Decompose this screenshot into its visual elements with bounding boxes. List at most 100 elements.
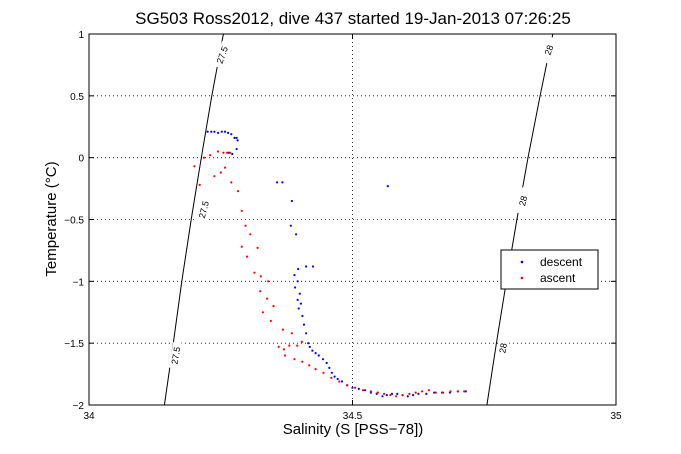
- data-point-descent: [386, 185, 389, 188]
- axis-ticks: 34 34.5 35 −2 −1.5 −1 −0.5 0 0.5 1: [64, 30, 622, 422]
- data-point-ascent: [330, 376, 333, 379]
- data-point-ascent: [414, 391, 417, 394]
- data-point-descent: [294, 286, 297, 289]
- data-point-descent: [381, 395, 384, 398]
- data-point-ascent: [202, 156, 205, 159]
- data-point-descent: [308, 345, 311, 348]
- isopycnal-line-28: [486, 33, 554, 406]
- data-point-ascent: [259, 290, 262, 293]
- data-point-ascent: [240, 245, 243, 248]
- data-point-ascent: [198, 183, 201, 186]
- data-point-ascent: [272, 305, 275, 308]
- data-point-descent: [307, 342, 310, 345]
- y-tick-label: −0.5: [64, 216, 84, 227]
- data-point-descent: [301, 314, 304, 318]
- data-point-descent: [236, 139, 239, 142]
- data-point-descent: [305, 332, 308, 335]
- data-point-ascent: [244, 224, 247, 227]
- data-point-ascent: [308, 364, 311, 367]
- contour-label-bg: [539, 36, 559, 65]
- data-point-ascent: [283, 354, 287, 357]
- data-point-ascent: [314, 368, 317, 371]
- data-point-descent: [220, 130, 223, 133]
- y-axis-label: Temperature (°C): [43, 161, 60, 276]
- data-point-ascent: [269, 319, 272, 322]
- legend-box: [500, 249, 599, 290]
- data-point-ascent: [456, 390, 459, 393]
- data-point-ascent: [259, 275, 262, 278]
- data-point-descent: [321, 358, 325, 361]
- data-point-ascent: [230, 181, 233, 184]
- data-point-descent: [464, 390, 467, 393]
- data-point-descent: [385, 394, 388, 397]
- data-point-ascent: [288, 344, 291, 347]
- contour-label-bg: [515, 187, 532, 215]
- legend: descent ascent: [500, 249, 599, 290]
- data-point-ascent: [267, 280, 270, 283]
- contour-label-bg: [168, 341, 184, 370]
- data-point-ascent: [421, 390, 424, 393]
- data-point-ascent: [463, 390, 466, 393]
- data-point-ascent: [256, 246, 259, 249]
- data-point-ascent: [222, 151, 225, 154]
- data-point-descent: [317, 354, 320, 357]
- data-point-descent: [233, 136, 236, 139]
- y-tick-label: −1: [73, 277, 85, 288]
- legend-label-ascent: ascent: [540, 271, 576, 285]
- data-point-ascent: [249, 233, 252, 236]
- contour-label: 28: [497, 342, 509, 354]
- data-point-ascent: [383, 392, 386, 395]
- data-point-ascent: [354, 386, 357, 389]
- data-point-ascent: [237, 190, 240, 193]
- legend-marker-ascent: [520, 276, 524, 280]
- data-point-ascent: [213, 175, 216, 178]
- data-point-ascent: [427, 389, 430, 392]
- data-point-ascent: [219, 171, 222, 174]
- data-point-descent: [311, 265, 315, 268]
- data-point-ascent: [253, 271, 256, 274]
- chart-title: SG503 Ross2012, dive 437 started 19-Jan-…: [135, 9, 571, 28]
- x-tick-label: 34: [83, 411, 95, 422]
- data-point-descent: [364, 389, 367, 392]
- data-point-descent: [293, 274, 296, 277]
- data-point-descent: [311, 349, 314, 352]
- contour-label: 28: [543, 44, 556, 57]
- contour-label: 27.5: [197, 200, 211, 219]
- data-point-descent: [235, 136, 238, 139]
- data-point-descent: [333, 375, 336, 378]
- data-point-descent: [417, 392, 420, 395]
- data-point-descent: [295, 233, 298, 236]
- data-point-descent: [305, 265, 308, 268]
- series-descent: [206, 130, 467, 398]
- isopycnal-contours: 27.5 27.5 27.5 28 28 28: [163, 33, 559, 406]
- data-point-ascent: [246, 255, 249, 258]
- data-point-ascent: [209, 154, 212, 157]
- data-point-ascent: [361, 389, 365, 392]
- data-point-ascent: [346, 384, 349, 387]
- series-ascent: [193, 150, 466, 398]
- contour-label: 28: [517, 195, 529, 207]
- data-point-ascent: [322, 371, 325, 374]
- data-point-ascent: [293, 358, 296, 361]
- data-point-ascent: [301, 360, 304, 363]
- data-point-ascent: [193, 165, 196, 168]
- y-tick-label: 0: [78, 154, 84, 165]
- data-point-descent: [330, 371, 333, 374]
- plot-frame: [88, 33, 617, 406]
- data-point-descent: [296, 280, 299, 283]
- data-point-ascent: [266, 297, 269, 300]
- contour-label-bg: [195, 195, 212, 224]
- data-point-descent: [299, 302, 302, 305]
- grid: [89, 34, 616, 405]
- data-point-descent: [390, 392, 394, 395]
- data-point-descent: [206, 130, 209, 133]
- data-point-descent: [210, 130, 213, 133]
- data-point-descent: [296, 298, 299, 301]
- data-point-descent: [231, 152, 234, 156]
- y-tick-label: −2: [73, 401, 85, 412]
- contour-label-bg: [213, 41, 232, 69]
- data-point-descent: [276, 181, 279, 184]
- data-point-descent: [328, 366, 331, 369]
- data-point-ascent: [296, 344, 299, 347]
